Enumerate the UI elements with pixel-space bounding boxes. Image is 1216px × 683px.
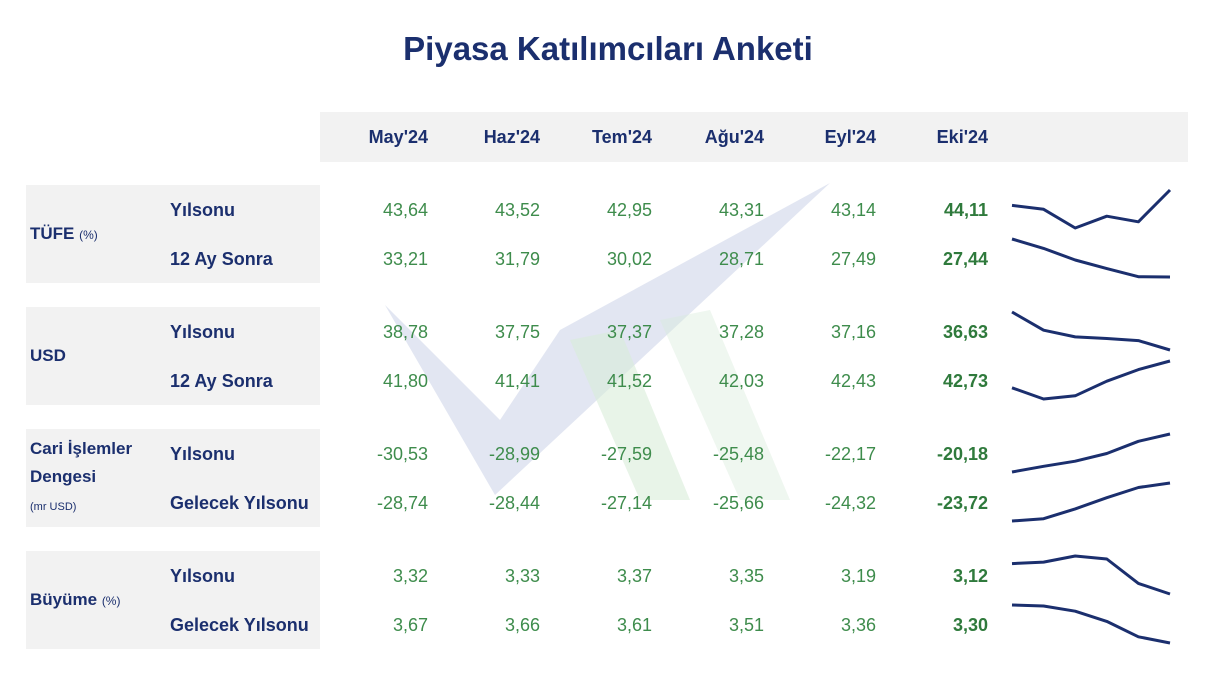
row-name: Yılsonu [170,322,236,342]
group-box [26,551,320,649]
value: 31,79 [494,249,540,269]
row-name: Yılsonu [170,200,236,220]
value: 3,51 [728,615,764,635]
value: 3,67 [392,615,428,635]
value: 38,78 [382,322,428,342]
sparkline [1011,310,1171,352]
value: 42,73 [942,371,988,391]
row-name: Gelecek Yılsonu [170,493,309,513]
value: 37,16 [830,322,876,342]
value: -27,14 [600,493,652,513]
group-unit: (%) [101,593,121,608]
group-label: Cari İşlemler Dengesi (mr USD) [30,435,165,521]
value: -25,48 [712,444,764,464]
value: -20,18 [936,444,988,464]
group-unit: (mr USD) [30,501,77,513]
row-name: 12 Ay Sonra [170,371,273,391]
value: -24,32 [824,493,876,513]
group-box [26,429,320,527]
header-band [320,112,1188,162]
value: 27,49 [830,249,876,269]
value: 3,19 [840,566,876,586]
title: Piyasa Katılımcıları Anketi [403,30,813,67]
value: 42,43 [830,371,876,391]
group-label-cell: USD [30,307,165,405]
column-header: Ağu'24 [704,127,764,147]
value: 3,30 [952,615,988,635]
row-name: Gelecek Yılsonu [170,615,309,635]
group-label-cell: TÜFE (%) [30,185,165,283]
value: 27,44 [942,249,988,269]
value: 3,36 [840,615,876,635]
value: 3,37 [616,566,652,586]
group-name: USD [30,346,66,365]
column-header: Eyl'24 [824,127,876,147]
value: 37,75 [494,322,540,342]
value: -30,53 [376,444,428,464]
watermark-stripe [660,310,790,500]
group-label-cell: Büyüme (%) [30,551,165,649]
column-header: May'24 [368,127,428,147]
value: 30,02 [606,249,652,269]
value: 37,28 [718,322,764,342]
sparkline [1011,432,1171,474]
value: 3,32 [392,566,428,586]
group-label-cell: Cari İşlemler Dengesi (mr USD) [30,429,165,527]
group-label: USD [30,342,66,370]
value: 42,03 [718,371,764,391]
watermark-stripe [570,330,690,500]
value: 28,71 [718,249,764,269]
value: -27,59 [600,444,652,464]
value: 33,21 [382,249,428,269]
value: 3,35 [728,566,764,586]
group-label: TÜFE (%) [30,220,98,249]
value: 43,14 [830,200,876,220]
sparkline [1011,481,1171,523]
row-name: Yılsonu [170,566,236,586]
value: 41,41 [494,371,540,391]
value: 43,31 [718,200,764,220]
group-box [26,307,320,405]
group-name: Cari İşlemler Dengesi [30,439,133,486]
value: 43,52 [494,200,540,220]
value: -28,99 [488,444,540,464]
value: 3,66 [504,615,540,635]
value: 36,63 [942,322,988,342]
sparkline [1011,603,1171,645]
column-header: Tem'24 [592,127,652,147]
group-box [26,185,320,283]
value: -25,66 [712,493,764,513]
sparkline [1011,188,1172,230]
value: 42,95 [606,200,652,220]
value: -23,72 [936,493,988,513]
value: -22,17 [824,444,876,464]
value: 3,33 [504,566,540,586]
value: 43,64 [382,200,428,220]
value: -28,74 [376,493,428,513]
value: -28,44 [488,493,540,513]
row-name: Yılsonu [170,444,236,464]
value: 3,12 [952,566,988,586]
column-header: Eki'24 [936,127,988,147]
sparkline [1011,237,1171,279]
sparkline [1011,554,1171,596]
value: 41,80 [382,371,428,391]
value: 37,37 [606,322,652,342]
value: 44,11 [943,200,988,220]
group-label: Büyüme (%) [30,586,120,615]
value: 41,52 [606,371,652,391]
group-name: Büyüme [30,589,98,609]
group-name: TÜFE [30,223,75,243]
group-unit: (%) [79,227,98,242]
value: 3,61 [616,615,652,635]
sparkline [1011,359,1171,401]
column-header: Haz'24 [483,127,540,147]
row-name: 12 Ay Sonra [170,249,273,269]
